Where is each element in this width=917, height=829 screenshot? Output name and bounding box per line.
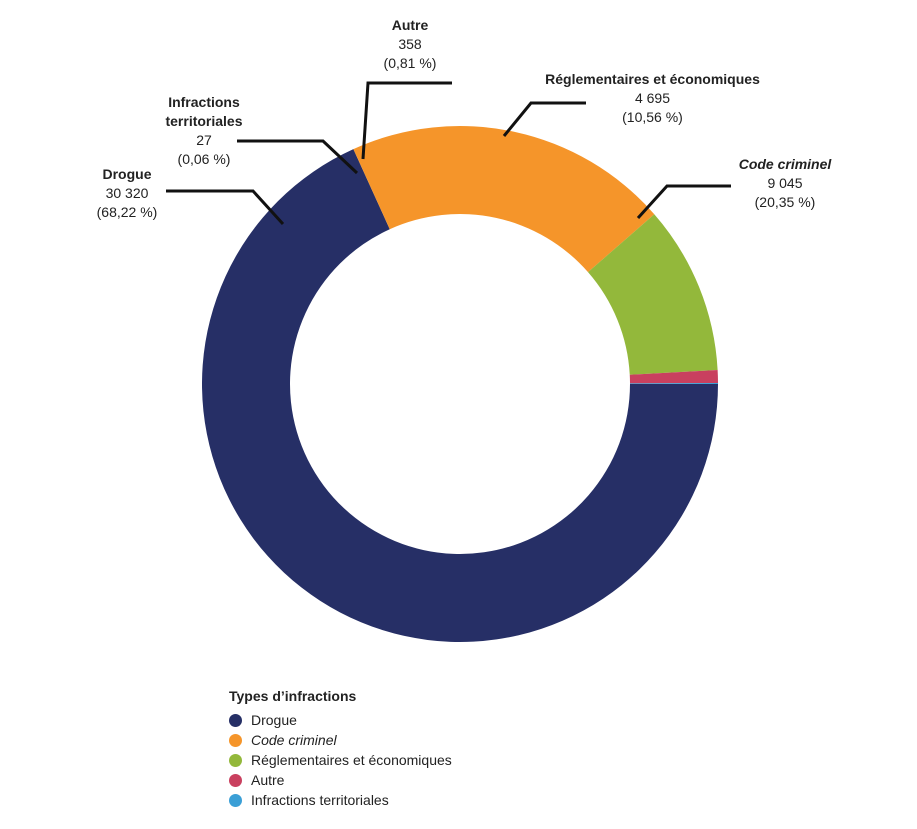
leader-line-autre bbox=[361, 81, 452, 160]
legend-item-autre: Autre bbox=[229, 770, 452, 790]
label-autre-pct: (0,81 %) bbox=[383, 55, 437, 71]
label-autre-value: 358 bbox=[398, 36, 422, 52]
legend-label-reglementaires: Réglementaires et économiques bbox=[251, 752, 452, 768]
legend-label-code-criminel: Code criminel bbox=[251, 732, 337, 748]
leader-line-code-criminel bbox=[636, 184, 731, 220]
legend-swatch-drogue bbox=[229, 713, 242, 727]
label-drogue-value: 30 320 bbox=[105, 185, 149, 201]
slice-drogue bbox=[201, 149, 718, 642]
label-territoriales-pct: (0,06 %) bbox=[177, 151, 231, 167]
legend-item-drogue: Drogue bbox=[229, 710, 452, 730]
legend-label-territoriales: Infractions territoriales bbox=[251, 792, 389, 808]
label-drogue-name: Drogue bbox=[102, 166, 152, 182]
label-code-criminel: Code criminel 9 045 (20,35 %) bbox=[725, 155, 845, 212]
leader-line-reglementaires bbox=[502, 101, 586, 137]
legend-swatch-territoriales bbox=[229, 793, 242, 807]
leader-line-territoriales bbox=[237, 139, 359, 175]
legend-label-drogue: Drogue bbox=[251, 712, 297, 728]
slice-code-criminel bbox=[353, 126, 655, 273]
label-autre-name: Autre bbox=[391, 17, 429, 33]
donut-chart bbox=[166, 81, 731, 642]
slice-territoriales bbox=[629, 383, 718, 384]
legend-item-reglementaires: Réglementaires et économiques bbox=[229, 750, 452, 770]
legend-swatch-code-criminel bbox=[229, 733, 242, 747]
label-territoriales: Infractions territoriales 27 (0,06 %) bbox=[148, 93, 260, 169]
legend-swatch-reglementaires bbox=[229, 753, 242, 767]
legend-item-code-criminel: Code criminel bbox=[229, 730, 452, 750]
label-autre: Autre 358 (0,81 %) bbox=[360, 16, 460, 73]
label-reglementaires: Réglementaires et économiques 4 695 (10,… bbox=[520, 70, 785, 127]
legend-swatch-autre bbox=[229, 773, 242, 787]
label-reglementaires-value: 4 695 bbox=[634, 90, 671, 106]
leader-line-drogue bbox=[166, 189, 285, 226]
legend: Types d’infractions Drogue Code criminel… bbox=[229, 688, 452, 810]
donut-slices bbox=[201, 126, 718, 642]
label-territoriales-name-line2: territoriales bbox=[165, 113, 243, 129]
label-code-criminel-value: 9 045 bbox=[767, 175, 803, 191]
label-territoriales-value: 27 bbox=[196, 132, 212, 148]
label-reglementaires-name: Réglementaires et économiques bbox=[545, 71, 760, 87]
label-code-criminel-name: Code criminel bbox=[738, 156, 832, 172]
legend-label-autre: Autre bbox=[251, 772, 285, 788]
label-code-criminel-pct: (20,35 %) bbox=[754, 194, 816, 210]
slice-reglementaires bbox=[588, 214, 718, 375]
label-reglementaires-pct: (10,56 %) bbox=[622, 109, 683, 125]
slice-autre bbox=[629, 369, 718, 384]
leader-lines bbox=[166, 81, 731, 226]
legend-title: Types d’infractions bbox=[229, 688, 357, 704]
legend-item-territoriales: Infractions territoriales bbox=[229, 790, 452, 810]
label-territoriales-name-line1: Infractions bbox=[168, 94, 240, 110]
label-drogue: Drogue 30 320 (68,22 %) bbox=[82, 165, 172, 222]
label-drogue-pct: (68,22 %) bbox=[96, 204, 158, 220]
